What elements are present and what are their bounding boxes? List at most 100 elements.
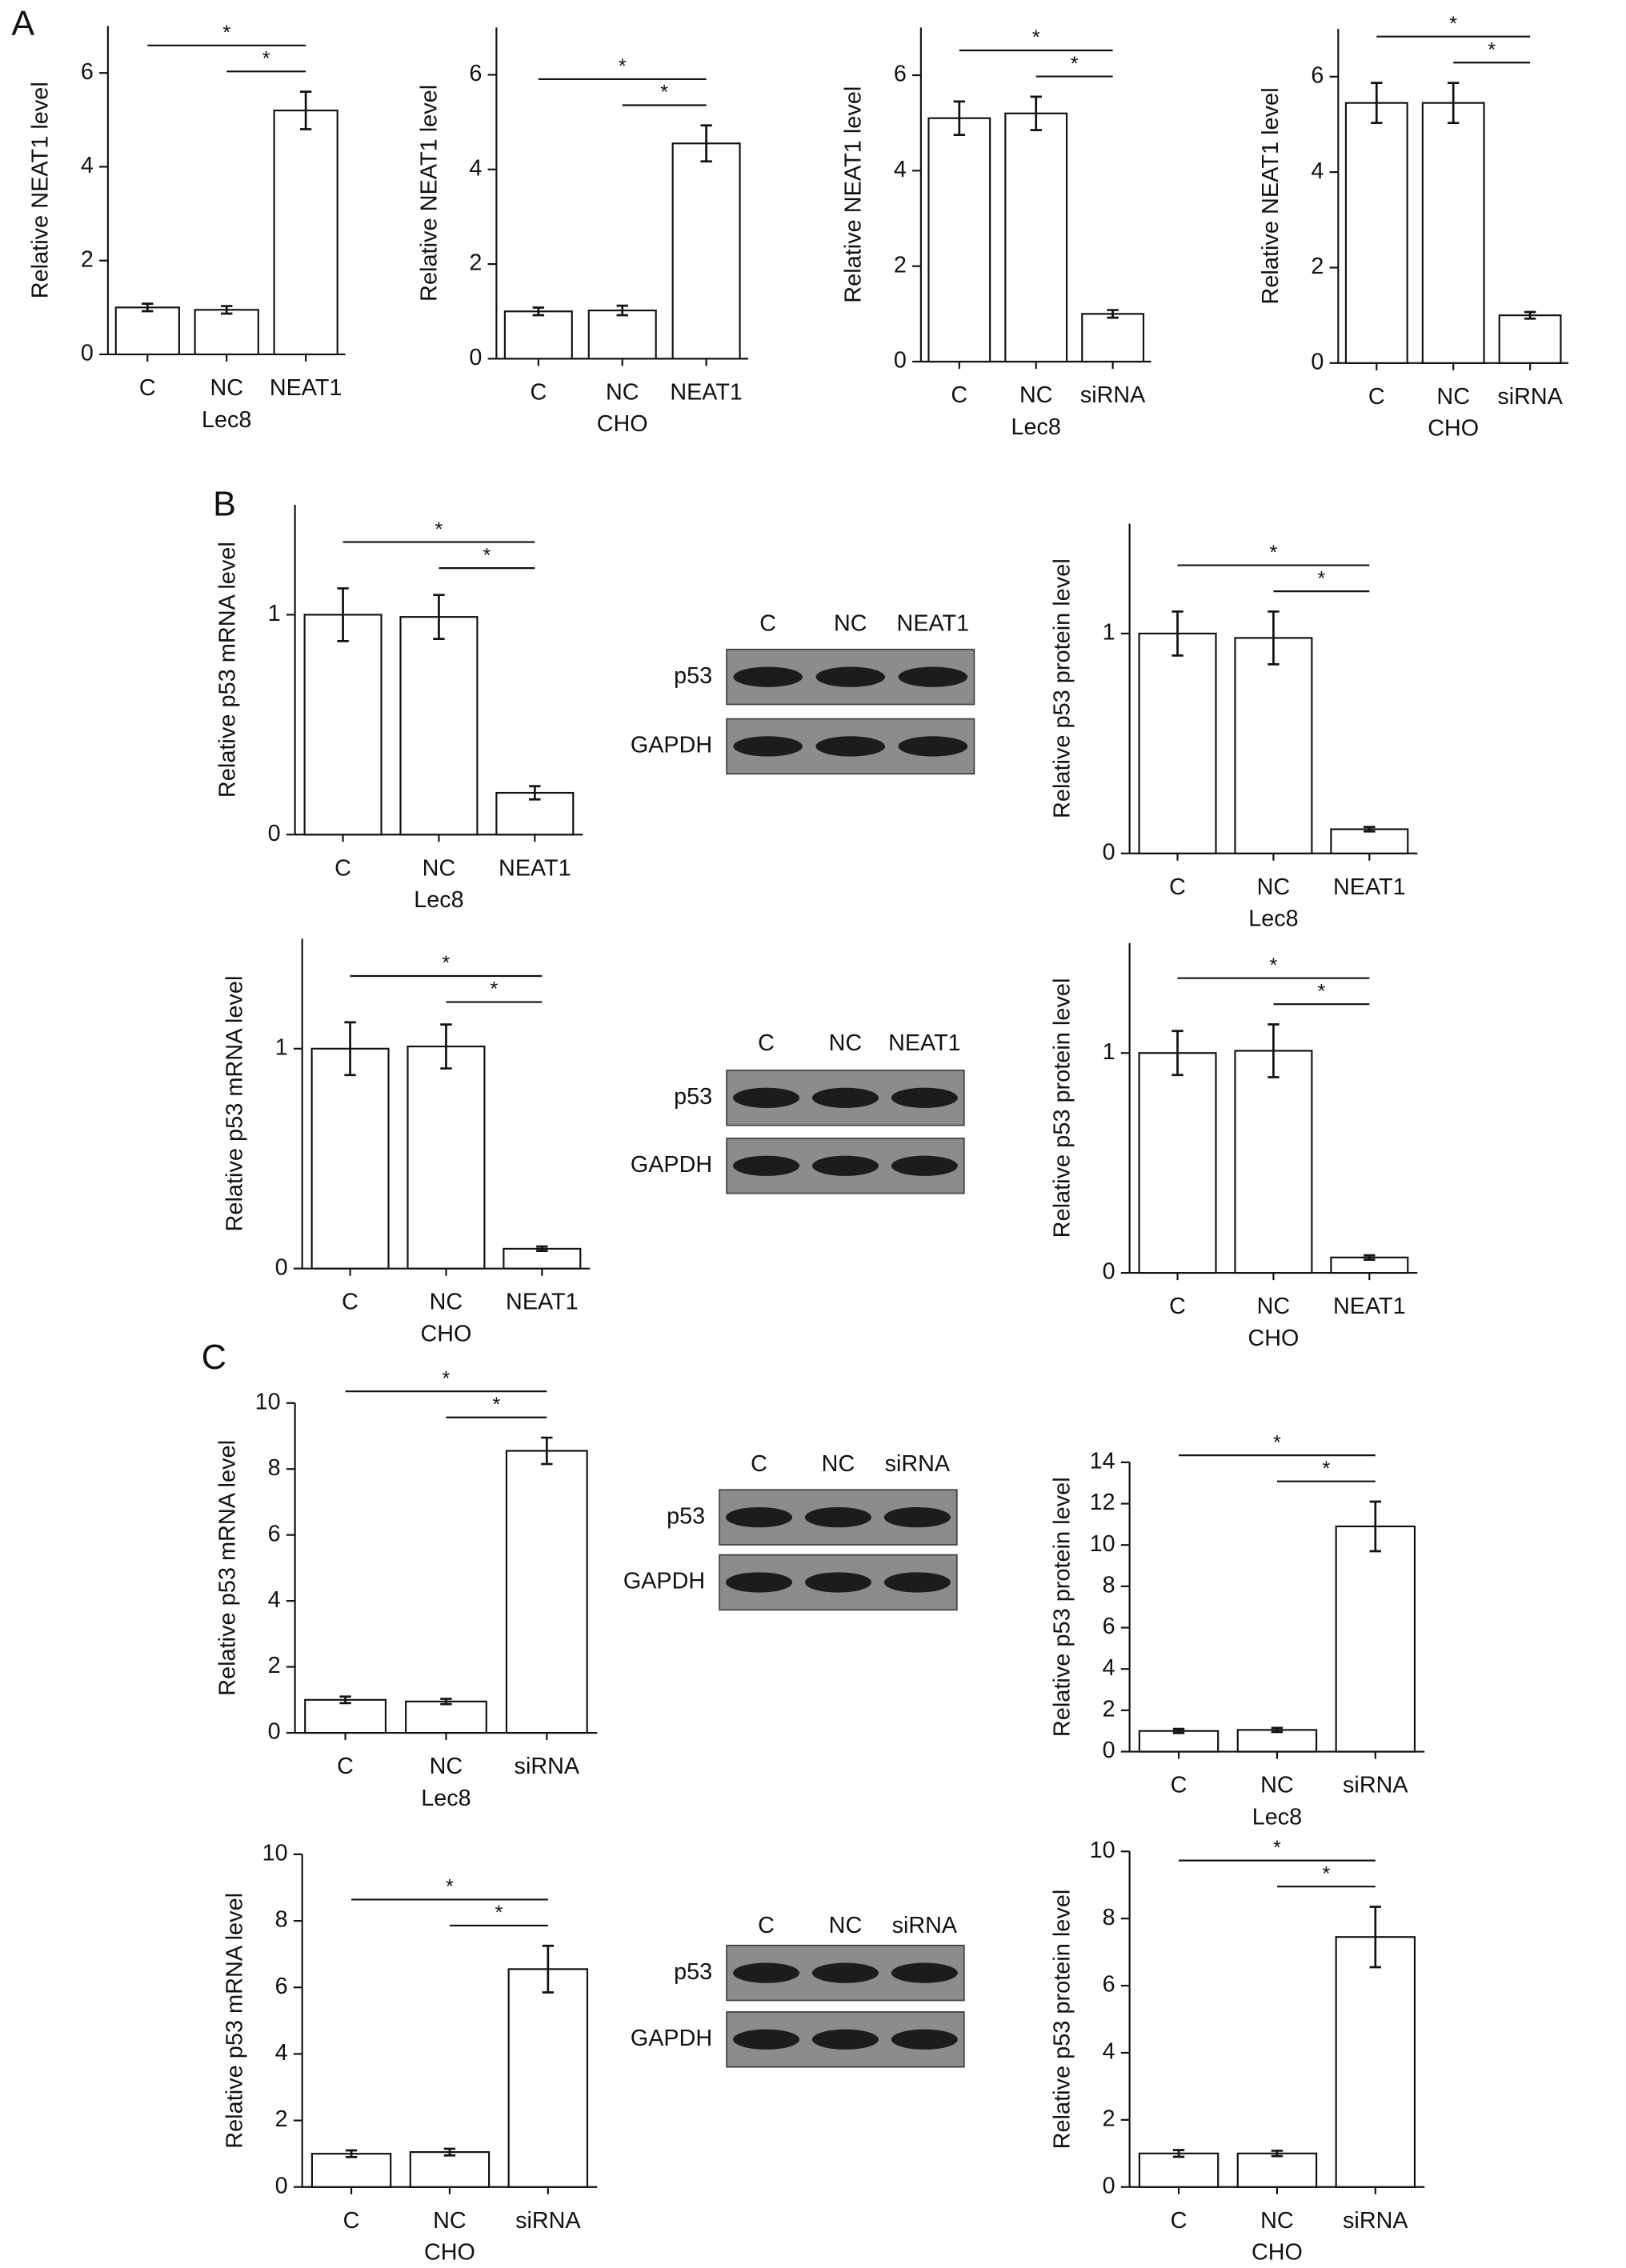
error-bar — [529, 785, 541, 801]
significance-label: * — [619, 55, 627, 78]
bar — [303, 614, 382, 836]
x-tick-label: NC — [430, 1290, 463, 1315]
y-axis-title: Relative NEAT1 level — [416, 85, 442, 302]
significance-label: * — [1273, 1431, 1281, 1454]
blot-band — [815, 736, 886, 757]
y-tick-label: 8 — [1103, 1905, 1115, 1930]
bar — [1498, 314, 1562, 364]
error-bar — [953, 100, 966, 136]
significance-label: * — [1071, 53, 1079, 75]
significance-label: * — [660, 82, 668, 104]
y-axis-title: Relative p53 protein level — [1050, 558, 1075, 818]
y-tick-label: 8 — [268, 1455, 281, 1481]
y-axis-title: Relative NEAT1 level — [1258, 87, 1284, 304]
significance-label: * — [1270, 954, 1278, 977]
bar-chart: 0 2 4 6 C NC siRNA CHO Relative NEAT1 level * * — [1258, 13, 1569, 442]
y-axis-title: Relative p53 protein level — [1050, 978, 1075, 1238]
y-axis-title: Relative NEAT1 level — [28, 82, 54, 298]
y-tick-label: 2 — [275, 2106, 288, 2132]
error-bar — [1172, 2149, 1185, 2158]
x-tick-label: NC — [1260, 1773, 1294, 1798]
bar-chart: 0 2 4 6 C NC NEAT1 Lec8 Relative NEAT1 level * * — [28, 22, 346, 433]
y-axis-title: Relative p53 protein level — [1050, 1890, 1075, 2150]
row-label: GAPDH — [623, 1569, 705, 1594]
y-tick-label: 4 — [1103, 1655, 1115, 1681]
error-bar — [616, 304, 628, 317]
y-tick-label: 1 — [275, 1034, 288, 1060]
y-tick-label: 14 — [1090, 1449, 1115, 1474]
y-tick-label: 0 — [1103, 1738, 1115, 1763]
bar-chart: 0 2 4 6 8 10 12 14 C NC siRNA Lec8 Relative p53 prot… — [1050, 1431, 1425, 1830]
y-axis-title: Relative p53 protein level — [1050, 1477, 1075, 1737]
lane-label: C — [758, 1913, 775, 1938]
x-tick-label: siRNA — [515, 1754, 580, 1779]
bar-chart: 0 2 4 6 8 10 C NC siRNA CHO Relative p53 mRNA leve… — [222, 1840, 598, 2266]
row-label: p53 — [674, 1959, 712, 1985]
panel-letter: C — [202, 1338, 226, 1377]
error-bar — [541, 1436, 553, 1466]
bar — [1236, 2152, 1318, 2188]
western-blot: C NC NEAT1 p53 GAPDH — [631, 611, 975, 775]
y-tick-label: 6 — [1311, 62, 1324, 88]
significance-label: * — [1317, 567, 1325, 590]
bar — [1344, 102, 1408, 364]
bar — [503, 310, 573, 360]
blot-band — [898, 666, 968, 687]
x-tick-label: NEAT1 — [1333, 1294, 1406, 1319]
x-tick-label: NC — [606, 379, 639, 405]
error-bar — [1524, 310, 1536, 320]
bar — [671, 142, 741, 360]
error-bar — [1369, 1906, 1382, 1969]
blot-band — [804, 1506, 872, 1528]
y-tick-label: 4 — [1103, 2039, 1115, 2065]
x-axis-title: CHO — [1248, 1326, 1299, 1351]
bar-chart: 0 2 4 6 8 10 C NC siRNA CHO Relative p53 protein l… — [1050, 1837, 1425, 2266]
error-bar — [1107, 309, 1119, 319]
bar — [1004, 112, 1068, 363]
significance-label: * — [443, 1367, 451, 1390]
y-tick-label: 0 — [1103, 2173, 1115, 2198]
bar — [1138, 632, 1217, 854]
significance-label: * — [443, 952, 451, 974]
error-bar — [1268, 610, 1280, 666]
panel-letter: A — [11, 5, 34, 43]
bar — [505, 1450, 588, 1734]
blot-band — [733, 736, 803, 757]
y-tick-label: 0 — [1103, 1259, 1115, 1285]
y-axis-title: Relative p53 mRNA level — [222, 1893, 248, 2149]
x-tick-label: siRNA — [1080, 382, 1146, 408]
significance-label: * — [435, 518, 443, 541]
blot-band — [733, 1087, 800, 1108]
y-tick-label: 12 — [1090, 1490, 1115, 1515]
error-bar — [700, 124, 712, 163]
bar-chart: 0 2 4 6 C NC NEAT1 CHO Relative NEAT1 level * * — [416, 27, 749, 437]
y-tick-label: 2 — [268, 1653, 281, 1678]
bar — [304, 1698, 387, 1734]
error-bar — [542, 1944, 555, 1994]
y-tick-label: 10 — [1090, 1531, 1115, 1557]
significance-label: * — [492, 1394, 500, 1416]
bar — [587, 309, 657, 360]
x-axis-title: CHO — [420, 1321, 471, 1346]
significance-label: * — [1317, 980, 1325, 1002]
blot-band — [891, 1087, 958, 1108]
error-bar — [1030, 95, 1042, 131]
western-blot: C NC NEAT1 p53 GAPDH — [631, 1030, 965, 1194]
y-tick-label: 2 — [81, 246, 94, 272]
x-tick-label: NC — [1260, 2208, 1294, 2234]
x-tick-label: C — [343, 2208, 360, 2234]
x-tick-label: C — [1368, 384, 1385, 410]
x-tick-label: NEAT1 — [499, 855, 571, 881]
x-tick-label: siRNA — [1497, 384, 1563, 410]
bar-chart: 0 1 C NC NEAT1 Lec8 Relative p53 mRNA level * * — [215, 505, 583, 913]
y-tick-label: 2 — [894, 252, 907, 278]
y-tick-label: 6 — [469, 61, 482, 86]
lane-label: C — [751, 1451, 767, 1477]
lane-label: C — [759, 611, 776, 637]
error-bar — [221, 305, 233, 315]
y-tick-label: 2 — [1311, 254, 1324, 279]
blot-band — [891, 1155, 958, 1176]
x-tick-label: NC — [210, 375, 243, 401]
x-tick-label: siRNA — [1343, 2208, 1408, 2234]
bar-chart: 0 2 4 6 C NC siRNA Lec8 Relative NEAT1 level * * — [841, 26, 1151, 440]
